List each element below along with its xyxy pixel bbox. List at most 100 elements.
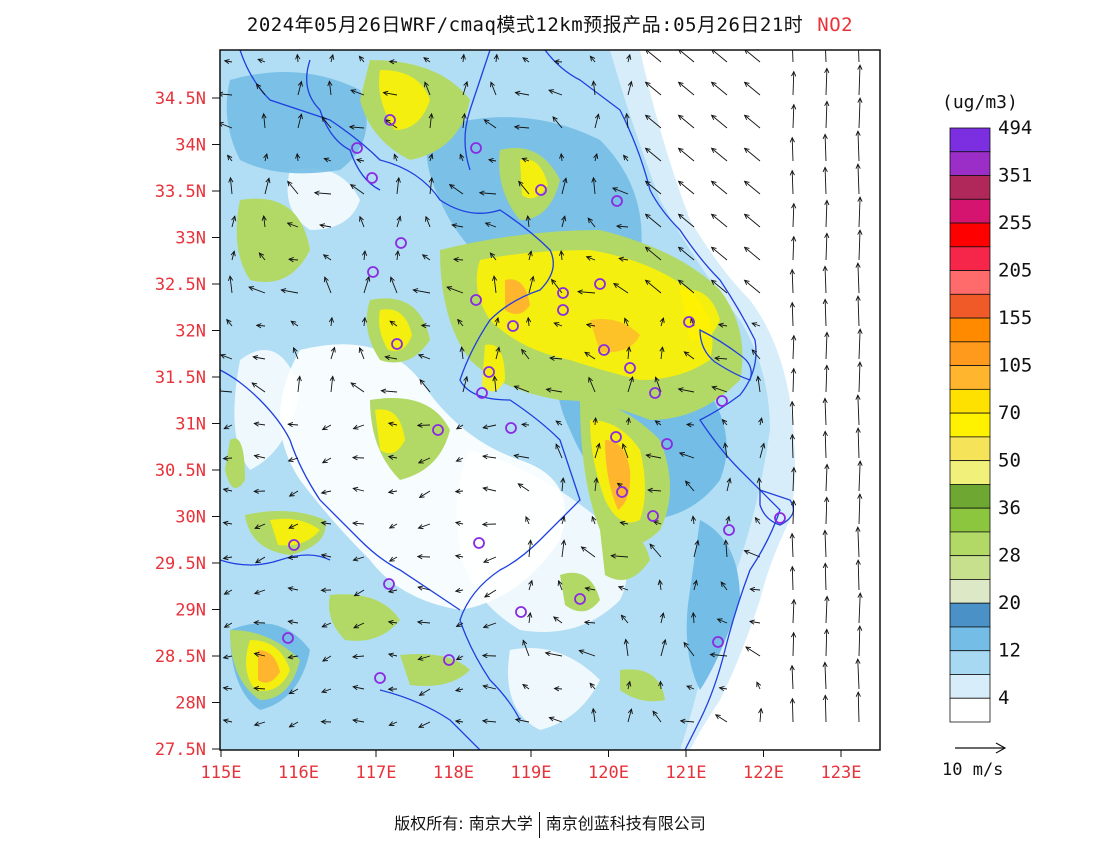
wind-arrow	[421, 254, 431, 261]
wind-arrow	[824, 463, 830, 492]
wind-arrow	[855, 658, 861, 690]
city-marker	[515, 606, 527, 618]
colorbar-label: 36	[998, 497, 1021, 519]
wind-arrow	[287, 457, 299, 463]
wind-arrow	[855, 130, 861, 162]
wind-arrow	[824, 331, 830, 360]
wind-arrow	[721, 418, 728, 426]
wind-arrow	[822, 133, 828, 162]
wind-arrow	[591, 176, 597, 195]
wind-arrow	[527, 539, 533, 558]
wind-arrow	[824, 628, 830, 657]
wind-arrow	[825, 50, 827, 63]
wind-arrow	[855, 262, 861, 294]
wind-arrow	[677, 147, 695, 162]
wind-arrow	[857, 328, 863, 360]
wind-arrow	[358, 55, 365, 63]
wind-arrow	[417, 353, 431, 360]
wind-arrow	[658, 680, 664, 690]
colorbar-swatch	[949, 602, 991, 628]
wind-arrow	[350, 89, 365, 96]
wind-arrow	[720, 581, 728, 591]
wind-arrow	[857, 460, 863, 492]
wind-arrow	[710, 279, 728, 294]
wind-arrow	[252, 355, 266, 361]
colorbar-swatch	[949, 317, 991, 343]
wind-arrow	[710, 81, 728, 96]
wind-arrow	[627, 708, 633, 723]
wind-arrow	[424, 81, 431, 96]
wind-arrow	[395, 176, 401, 195]
wind-arrow	[791, 103, 797, 129]
wind-arrow	[287, 586, 299, 592]
wind-arrow	[548, 716, 563, 723]
wind-arrow	[791, 334, 797, 360]
city-marker	[432, 424, 444, 436]
wind-arrow	[726, 477, 732, 492]
wind-arrow	[253, 488, 266, 494]
wind-arrow	[287, 422, 299, 428]
wind-arrow	[490, 81, 497, 96]
wind-arrow	[321, 116, 332, 129]
wind-arrow	[487, 157, 497, 164]
wind-arrow	[577, 289, 596, 295]
wind-arrow	[446, 286, 464, 294]
wind-arrow	[791, 466, 797, 492]
plot-frame	[219, 49, 881, 751]
wind-arrow	[613, 282, 629, 294]
latitude-label: 29.5N	[155, 554, 206, 574]
city-marker	[649, 387, 661, 399]
wind-arrow	[789, 664, 795, 690]
wind-scale-label: 10 m/s	[942, 760, 1004, 780]
wind-arrow	[253, 589, 266, 595]
wind-arrow	[824, 232, 830, 261]
wind-arrow	[351, 520, 365, 527]
wind-arrow	[416, 422, 431, 428]
wind-arrow	[481, 454, 497, 460]
city-marker	[683, 316, 695, 328]
wind-arrow	[743, 246, 761, 261]
wind-arrow	[348, 124, 365, 130]
wind-arrow	[647, 487, 662, 493]
wind-arrow	[253, 454, 266, 460]
copyright-footer: 版权所有: 南京大学 南京创蓝科技有限公司	[0, 810, 1100, 838]
wind-arrow	[857, 493, 863, 525]
wind-arrow	[644, 81, 662, 96]
wind-arrow	[749, 586, 761, 593]
city-marker	[716, 395, 728, 407]
latitude-label: 27.5N	[155, 740, 206, 760]
wind-arrow	[322, 254, 332, 261]
wind-arrow	[711, 385, 728, 393]
wind-arrow	[525, 515, 531, 525]
wind-arrow	[624, 112, 630, 129]
wind-arrow	[578, 649, 596, 657]
wind-arrow	[591, 707, 597, 723]
wind-arrow	[513, 453, 530, 459]
city-marker	[723, 524, 735, 536]
wind-arrow	[743, 279, 761, 294]
wind-arrow	[617, 585, 629, 591]
wind-arrow	[353, 622, 365, 629]
wind-arrow	[412, 288, 431, 294]
wind-arrow	[417, 457, 431, 464]
wind-arrow	[552, 616, 563, 624]
wind-arrow	[387, 454, 398, 460]
wind-arrow	[514, 717, 530, 723]
wind-arrow	[588, 376, 596, 393]
wind-arrow	[561, 177, 568, 195]
wind-arrow	[789, 565, 796, 591]
wind-arrow	[585, 255, 596, 261]
wind-arrow	[453, 257, 464, 263]
wind-arrow	[789, 268, 795, 294]
wind-arrow	[287, 619, 299, 625]
wind-arrow	[822, 298, 828, 327]
wind-arrow	[416, 554, 431, 560]
wind-arrow	[644, 114, 662, 129]
wind-arrow	[822, 529, 828, 558]
wind-arrow	[759, 442, 766, 459]
city-marker	[647, 510, 659, 522]
wind-arrow	[323, 276, 332, 294]
wind-arrow	[320, 553, 332, 559]
wind-arrow	[824, 595, 830, 624]
wind-arrow	[321, 622, 332, 628]
